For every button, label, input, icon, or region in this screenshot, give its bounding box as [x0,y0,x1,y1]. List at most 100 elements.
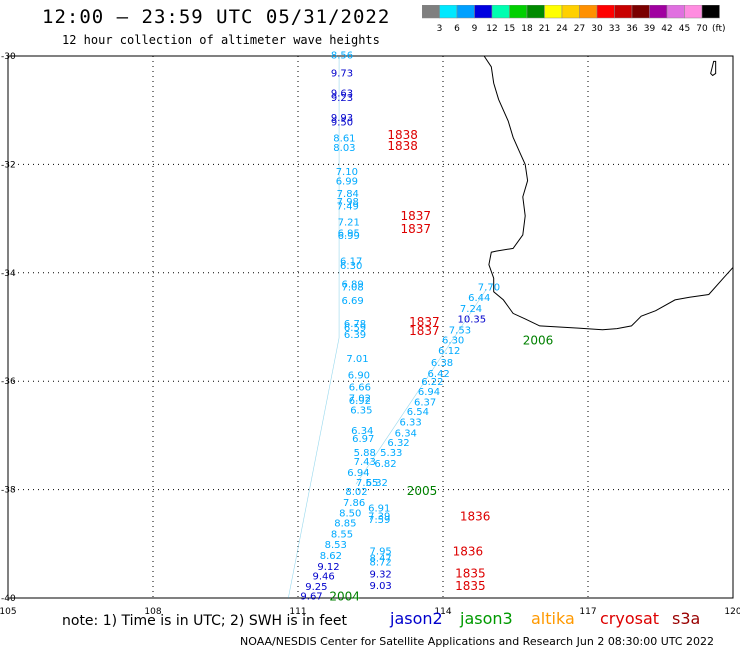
wave-height-label: 7.53 [449,326,471,337]
wave-height-label: 6.94 [347,468,369,479]
wave-height-label: 8.53 [325,540,347,551]
wave-height-label: 7.43 [354,457,376,468]
chart-subtitle: 12 hour collection of altimeter wave hei… [62,33,380,47]
wave-height-label: 6.32 [387,438,409,449]
island-outline [710,60,717,77]
wave-height-label: 7.59 [368,515,390,526]
wave-height-label: 8.03 [333,143,355,154]
lat-tick-label: -38 [1,486,16,496]
time-label: 1837 [409,315,440,329]
colorbar-label: 45 [679,24,690,34]
wave-height-label: 7.95 [370,547,392,558]
wave-height-label: 6.99 [338,231,360,242]
wave-height-label: 6.90 [348,370,370,381]
wave-height-label: 7.86 [343,498,365,509]
wave-height-label: 6.66 [349,382,371,393]
lat-tick-label: -34 [1,269,16,279]
wave-height-label: 7.39 [368,511,390,522]
wave-height-label: 7.70 [478,283,500,294]
wave-height-label: 6.22 [421,377,443,388]
colorbar-swatch [701,5,720,19]
wave-height-label: 6.89 [342,279,364,290]
wave-height-label: 9.63 [331,89,353,100]
wave-height-label: 6.97 [352,434,374,445]
colorbar-label: 27 [574,24,585,34]
wave-height-label: 8.56 [331,51,353,62]
wave-height-label: 6.35 [350,406,372,417]
lon-tick-label: 120 [724,607,740,617]
legend-s3a: s3a [672,609,701,628]
wave-height-label: 8.61 [333,134,355,145]
colorbar-label: 3 [437,24,443,34]
lat-tick-label: -36 [1,377,16,387]
colorbar-label: 12 [486,24,497,34]
lat-tick-label: -30 [1,52,16,62]
wave-height-label: 6.69 [342,296,364,307]
colorbar-label: 18 [521,24,533,34]
wave-height-label: 7.84 [337,189,359,200]
wave-height-label: 6.37 [414,398,436,409]
colorbar-label: 39 [644,24,656,34]
legend-jason2: jason2 [390,609,443,628]
time-label: 2006 [523,333,554,347]
wave-height-label: 7.10 [336,167,358,178]
colorbar-label: 21 [539,24,550,34]
legend-jason3: jason3 [460,609,513,628]
lon-tick-label: 108 [144,607,161,617]
wave-height-label: 6.44 [468,293,490,304]
wave-height-label: 6.34 [395,428,417,439]
time-label: 1835 [455,579,486,593]
lon-tick-label: 117 [579,607,596,617]
wave-height-label: 5.33 [380,448,402,459]
colorbar-label: 9 [472,24,478,34]
wave-height-label: 6.39 [344,330,366,341]
colorbar-label: 42 [661,24,672,34]
wave-height-label: 6.91 [368,503,390,514]
wave-height-label: 9.32 [370,569,392,580]
wave-height-label: 6.82 [374,459,396,470]
wave-height-label: 5.88 [354,448,376,459]
wave-height-label: 6.38 [431,358,453,369]
lat-tick-label: -40 [1,594,16,604]
wave-height-label: 10.35 [458,315,487,326]
wave-height-label: 8.72 [370,557,392,568]
wave-height-label: 8.02 [345,487,367,498]
wave-height-label: 9.12 [317,562,339,573]
colorbar-label: 36 [626,24,638,34]
legend-altika: altika [531,609,575,628]
legend-cryosat: cryosat [600,609,660,628]
colorbar-label: 15 [504,24,515,34]
time-label: 1837 [409,324,440,338]
colorbar-unit: (ft) [712,24,726,34]
time-label: 1837 [400,222,431,236]
wave-height-label: 9.23 [331,93,353,104]
wave-height-label: 6.95 [338,228,360,239]
lon-tick-label: 105 [0,607,17,617]
coastline [483,55,734,331]
colorbar-label: 70 [696,24,708,34]
wave-height-label: 6.59 [344,323,366,334]
wave-height-label: 6.30 [340,261,362,272]
wave-height-label: 6.42 [428,369,450,380]
track-line [288,337,340,599]
time-label: 1837 [400,209,431,223]
wave-height-label: 9.46 [313,572,335,583]
wave-height-label: 7.49 [337,201,359,212]
time-label: 1836 [460,509,491,523]
chart-title: 12:00 – 23:59 UTC 05/31/2022 [42,6,391,28]
wave-height-label: 6.92 [349,396,371,407]
wave-height-label: 9.50 [331,117,353,128]
wave-height-label: 6.32 [366,478,388,489]
wave-height-label: 8.85 [334,518,356,529]
wave-height-label: 6.99 [336,176,358,187]
wave-height-label: 9.93 [331,113,353,124]
note-text: note: 1) Time is in UTC; 2) SWH is in fe… [62,613,348,629]
colorbar-label: 33 [609,24,620,34]
wave-height-label: 6.78 [344,319,366,330]
time-label: 1836 [453,545,484,559]
colorbar-label: 6 [454,24,460,34]
time-label: 1835 [455,566,486,580]
wave-height-label: 8.47 [370,554,392,565]
colorbar-label: 24 [556,24,568,34]
